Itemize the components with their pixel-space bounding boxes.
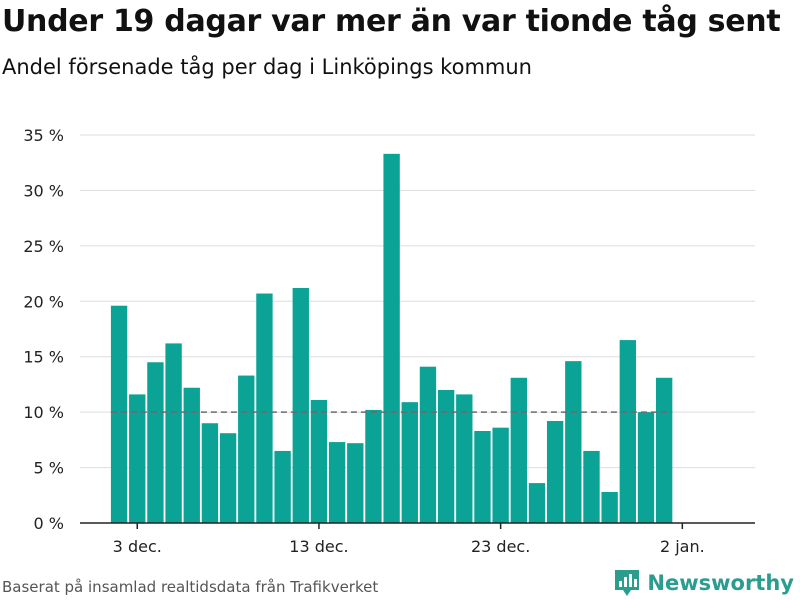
y-tick-label: 30 % bbox=[23, 181, 64, 200]
bar bbox=[474, 430, 491, 523]
bar bbox=[219, 433, 237, 523]
bar-chart-bubble-icon bbox=[615, 570, 640, 596]
bars bbox=[110, 153, 673, 524]
bar bbox=[601, 491, 618, 523]
bar bbox=[383, 153, 400, 524]
bar bbox=[546, 421, 564, 523]
x-tick-label: 13 dec. bbox=[289, 537, 348, 556]
x-tick-label: 23 dec. bbox=[471, 537, 530, 556]
x-tick-label: 2 jan. bbox=[660, 537, 705, 556]
bar bbox=[274, 450, 291, 523]
bar bbox=[238, 375, 255, 523]
bar bbox=[492, 427, 509, 523]
y-tick-label: 5 % bbox=[34, 459, 64, 478]
bar bbox=[637, 412, 655, 523]
bar bbox=[401, 402, 418, 523]
bar bbox=[619, 340, 636, 523]
y-tick-label: 35 % bbox=[23, 126, 64, 145]
bar bbox=[310, 399, 328, 523]
y-tick-label: 15 % bbox=[23, 348, 64, 367]
x-tick-label: 3 dec. bbox=[113, 537, 162, 556]
brand-logo[interactable]: Newsworthy bbox=[614, 568, 794, 598]
bar bbox=[201, 423, 219, 523]
bar bbox=[583, 450, 600, 523]
chart-title: Under 19 dagar var mer än var tionde tåg… bbox=[2, 4, 781, 39]
bar bbox=[655, 377, 673, 523]
bar bbox=[328, 442, 346, 523]
y-tick-label: 25 % bbox=[23, 237, 64, 256]
bar bbox=[165, 343, 182, 523]
chart-subtitle: Andel försenade tåg per dag i Linköpings… bbox=[2, 55, 532, 79]
source-note: Baserat på insamlad realtidsdata från Tr… bbox=[2, 578, 379, 596]
bar bbox=[347, 443, 364, 523]
bar bbox=[110, 305, 128, 523]
brand-name: Newsworthy bbox=[647, 571, 794, 595]
bar bbox=[183, 387, 200, 523]
bar bbox=[129, 394, 146, 523]
bar bbox=[365, 409, 382, 523]
y-tick-label: 0 % bbox=[34, 514, 64, 533]
bar bbox=[510, 377, 527, 523]
bar bbox=[292, 287, 309, 523]
bar bbox=[419, 366, 437, 523]
bar bbox=[147, 362, 164, 523]
bar bbox=[528, 483, 546, 523]
bar bbox=[256, 293, 273, 523]
bar bbox=[456, 394, 473, 523]
y-tick-label: 20 % bbox=[23, 292, 64, 311]
bar bbox=[437, 389, 455, 523]
y-tick-label: 10 % bbox=[23, 403, 64, 422]
bar bbox=[565, 361, 582, 523]
axes: 0 % 5 % 10 % 15 % 20 % 25 % 30 % 35 % 3 dec. 13 d… bbox=[23, 126, 755, 556]
